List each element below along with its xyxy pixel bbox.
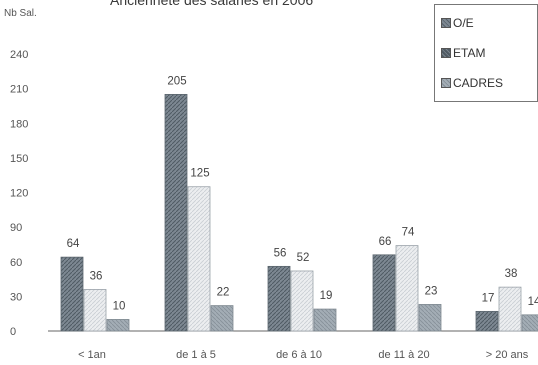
y-tick-label: 240	[10, 49, 28, 61]
value-labels: 64 36 10 205 125 22 56 52 19 66 74 23 17 38 14	[67, 75, 538, 312]
legend-swatch-oe	[441, 18, 451, 28]
data-label: 56	[274, 247, 287, 259]
bar-etam	[290, 270, 314, 332]
data-label: 17	[482, 292, 495, 304]
y-tick-label: 150	[10, 153, 28, 165]
legend-label-cadres: CADRES	[453, 76, 504, 90]
y-axis-label: Nb Sal.	[4, 8, 37, 19]
legend-swatch-cadres	[441, 78, 451, 88]
y-tick-label: 30	[10, 291, 22, 303]
data-label: 36	[90, 270, 103, 282]
data-label: 38	[505, 268, 518, 280]
legend: O/E ETAM CADRES	[434, 4, 538, 102]
legend-label-etam: ETAM	[453, 46, 486, 60]
bar-cadres	[210, 305, 234, 332]
bar-cadres	[418, 304, 442, 332]
y-tick-label: 90	[10, 222, 22, 234]
data-label: 64	[67, 238, 80, 250]
y-tick-label: 60	[10, 257, 22, 269]
bar-oe	[164, 93, 188, 332]
bars	[60, 93, 538, 332]
data-label: 14	[528, 296, 538, 308]
data-label: 19	[320, 290, 333, 302]
y-tick-label: 0	[10, 326, 16, 338]
legend-swatch-etam	[441, 48, 451, 58]
x-tick-label: de 11 à 20	[378, 349, 429, 361]
data-label: 205	[167, 75, 186, 87]
data-label: 22	[217, 287, 230, 299]
legend-item-etam: ETAM	[441, 41, 537, 65]
y-tick-label: 120	[10, 188, 28, 200]
bar-cadres	[313, 308, 337, 332]
data-label: 125	[190, 168, 209, 180]
legend-item-oe: O/E	[441, 11, 537, 35]
legend-item-cadres: CADRES	[441, 71, 537, 95]
x-tick-label: de 6 à 10	[276, 349, 322, 361]
data-label: 10	[113, 300, 126, 312]
bar-etam	[395, 245, 419, 332]
bar-oe	[372, 254, 396, 332]
bar-oe	[267, 265, 291, 332]
y-tick-label: 180	[10, 118, 28, 130]
axes: 0 30 60 90 120 150 180 210 240 < 1an de 1 à 5 de 6 …	[10, 49, 538, 361]
bar-etam	[83, 289, 107, 332]
x-tick-label: > 20 ans	[486, 349, 529, 361]
legend-label-oe: O/E	[453, 16, 474, 30]
bar-oe	[475, 310, 499, 332]
y-tick-label: 210	[10, 84, 28, 96]
x-tick-label: de 1 à 5	[176, 349, 216, 361]
x-tick-label: < 1an	[78, 349, 106, 361]
data-label: 23	[425, 285, 438, 297]
bar-etam	[498, 286, 522, 332]
bar-oe	[60, 256, 84, 332]
data-label: 74	[402, 227, 415, 239]
bar-cadres	[521, 314, 538, 332]
chart-title: Ancienneté des salariés en 2006	[110, 0, 314, 8]
bar-etam	[187, 186, 211, 332]
data-label: 66	[379, 236, 392, 248]
data-label: 52	[297, 252, 310, 264]
bar-cadres	[106, 319, 130, 332]
